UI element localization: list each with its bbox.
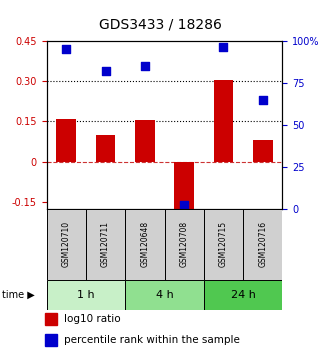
Bar — [253, 140, 273, 162]
Point — [142, 63, 147, 69]
Text: percentile rank within the sample: percentile rank within the sample — [64, 335, 240, 345]
Text: GSM120708: GSM120708 — [180, 221, 189, 267]
Bar — [135, 120, 155, 162]
Text: 1 h: 1 h — [77, 290, 95, 300]
Bar — [47, 280, 125, 310]
Text: time ▶: time ▶ — [2, 290, 34, 300]
Bar — [56, 119, 76, 162]
Bar — [165, 209, 204, 280]
Bar — [214, 80, 233, 162]
Point — [182, 202, 187, 208]
Text: 24 h: 24 h — [231, 290, 256, 300]
Bar — [45, 313, 56, 325]
Bar — [125, 280, 204, 310]
Point — [260, 97, 265, 102]
Bar — [204, 209, 243, 280]
Text: GSM120710: GSM120710 — [62, 221, 71, 267]
Text: GSM120716: GSM120716 — [258, 221, 267, 267]
Text: GDS3433 / 18286: GDS3433 / 18286 — [99, 18, 222, 32]
Bar — [45, 334, 56, 346]
Bar — [243, 209, 282, 280]
Text: GSM120715: GSM120715 — [219, 221, 228, 267]
Point — [64, 46, 69, 52]
Bar — [204, 280, 282, 310]
Text: log10 ratio: log10 ratio — [64, 314, 121, 324]
Text: 4 h: 4 h — [156, 290, 173, 300]
Text: GSM120648: GSM120648 — [140, 221, 149, 267]
Point — [221, 45, 226, 50]
Text: GSM120711: GSM120711 — [101, 221, 110, 267]
Bar — [86, 209, 125, 280]
Bar — [174, 162, 194, 209]
Bar — [96, 135, 115, 162]
Bar — [125, 209, 164, 280]
Point — [103, 68, 108, 74]
Bar — [47, 209, 86, 280]
